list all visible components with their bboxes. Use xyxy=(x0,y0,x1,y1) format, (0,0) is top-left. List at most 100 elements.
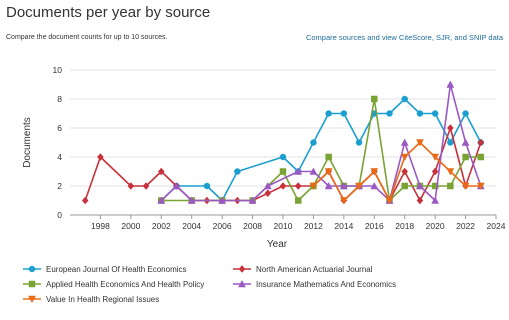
data-point[interactable] xyxy=(340,110,348,117)
x-tick-label: 2006 xyxy=(213,221,232,231)
legend-item[interactable]: Value In Health Regional Issues xyxy=(22,294,159,304)
series-line xyxy=(312,141,481,202)
data-point[interactable] xyxy=(294,182,302,190)
compare-sources-link[interactable]: Compare sources and view CiteScore, SJR,… xyxy=(305,33,503,42)
data-point[interactable] xyxy=(431,167,439,176)
documents-line-chart: 0 2 4 6 8 10 1998 2000 2002 2004 2006 2008 2010 2012… xyxy=(22,65,506,250)
data-point[interactable] xyxy=(400,138,409,146)
x-axis-label: Year xyxy=(267,239,288,250)
y-tick-label: 6 xyxy=(57,123,62,133)
data-point[interactable] xyxy=(431,110,439,117)
data-point[interactable] xyxy=(325,153,332,161)
data-point[interactable] xyxy=(401,95,408,103)
data-point[interactable] xyxy=(324,168,333,176)
data-point[interactable] xyxy=(355,182,363,191)
data-point[interactable] xyxy=(400,153,409,162)
x-tick-label: 2002 xyxy=(152,221,171,231)
x-axis-ticks: 1998 2000 2002 2004 2006 2008 2010 2012 2014 2016… xyxy=(91,215,506,231)
legend-item[interactable]: Insurance Mathematics And Economics xyxy=(232,279,396,289)
series-2 xyxy=(81,124,485,205)
data-point[interactable] xyxy=(294,167,303,175)
chart-series xyxy=(81,80,485,205)
x-tick-label: 2016 xyxy=(365,221,384,231)
x-tick-label: 2014 xyxy=(334,221,353,231)
data-point[interactable] xyxy=(386,110,393,117)
data-point[interactable] xyxy=(234,168,241,175)
legend-item[interactable]: North American Actuarial Journal xyxy=(232,264,373,274)
data-point[interactable] xyxy=(172,181,181,190)
chart-grid xyxy=(70,69,496,216)
data-point[interactable] xyxy=(461,138,470,146)
data-point[interactable] xyxy=(264,189,272,198)
x-tick-label: 2022 xyxy=(456,221,475,231)
data-point[interactable] xyxy=(462,153,469,161)
y-tick-label: 8 xyxy=(57,94,62,104)
data-point[interactable] xyxy=(279,168,287,175)
x-tick-label: 2004 xyxy=(182,221,201,231)
data-point[interactable] xyxy=(461,182,470,191)
data-point[interactable] xyxy=(279,153,287,161)
legend-item[interactable]: Applied Health Economics And Health Poli… xyxy=(22,279,204,289)
legend-swatch xyxy=(23,280,41,288)
data-point[interactable] xyxy=(370,168,379,176)
data-point[interactable] xyxy=(431,182,439,190)
legend-swatch xyxy=(233,265,251,273)
data-point[interactable] xyxy=(325,110,332,117)
data-point[interactable] xyxy=(385,197,394,205)
data-point[interactable] xyxy=(447,139,454,146)
data-point[interactable] xyxy=(446,168,455,176)
x-tick-label: 2008 xyxy=(243,221,262,231)
data-point[interactable] xyxy=(339,181,348,190)
y-tick-label: 4 xyxy=(57,152,62,162)
data-point[interactable] xyxy=(81,196,89,205)
data-point[interactable] xyxy=(447,182,454,190)
data-point[interactable] xyxy=(157,196,166,204)
data-point[interactable] xyxy=(355,139,363,146)
data-point[interactable] xyxy=(447,124,454,132)
y-axis-ticks: 0 2 4 6 8 10 xyxy=(53,65,63,220)
data-point[interactable] xyxy=(416,196,424,205)
data-point[interactable] xyxy=(294,197,302,204)
data-point[interactable] xyxy=(127,182,135,190)
data-point[interactable] xyxy=(401,167,409,176)
legend-item[interactable]: European Journal Of Health Economics xyxy=(22,264,187,274)
data-point[interactable] xyxy=(416,139,424,147)
data-point[interactable] xyxy=(339,197,348,205)
data-point[interactable] xyxy=(431,153,440,162)
data-point[interactable] xyxy=(248,196,257,204)
data-point[interactable] xyxy=(310,139,317,146)
data-point[interactable] xyxy=(187,196,196,204)
x-tick-label: 2024 xyxy=(487,221,506,231)
data-point[interactable] xyxy=(476,182,485,191)
legend-swatch-marker xyxy=(238,265,246,273)
data-point[interactable] xyxy=(371,95,378,103)
data-point[interactable] xyxy=(370,181,379,190)
y-tick-label: 2 xyxy=(57,181,62,191)
x-tick-label: 2012 xyxy=(304,221,323,231)
data-point[interactable] xyxy=(477,138,485,147)
data-point[interactable] xyxy=(263,181,272,190)
data-point[interactable] xyxy=(142,182,150,190)
data-point[interactable] xyxy=(309,182,318,191)
data-point[interactable] xyxy=(203,182,211,190)
data-point[interactable] xyxy=(416,110,424,117)
x-tick-label: 2010 xyxy=(274,221,293,231)
data-point[interactable] xyxy=(279,182,287,190)
y-tick-label: 10 xyxy=(53,65,63,75)
data-point[interactable] xyxy=(324,181,333,190)
data-point[interactable] xyxy=(462,110,469,117)
data-point[interactable] xyxy=(416,181,424,190)
data-point[interactable] xyxy=(157,167,165,176)
data-point[interactable] xyxy=(477,153,485,161)
chart-subtitle: Compare the document counts for up to 10… xyxy=(6,34,168,41)
data-point[interactable] xyxy=(431,196,440,204)
x-tick-label: 2018 xyxy=(395,221,414,231)
data-point[interactable] xyxy=(97,153,104,161)
series-4 xyxy=(157,80,485,204)
data-point[interactable] xyxy=(401,182,408,190)
data-point[interactable] xyxy=(309,167,318,175)
legend-swatch-marker xyxy=(28,295,36,304)
data-point[interactable] xyxy=(218,196,227,204)
data-point[interactable] xyxy=(446,80,455,88)
y-tick-label: 0 xyxy=(57,210,62,220)
